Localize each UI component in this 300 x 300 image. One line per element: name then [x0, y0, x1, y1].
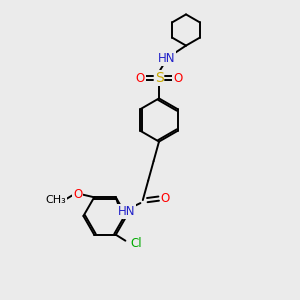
Text: CH₃: CH₃ [46, 195, 67, 205]
Text: HN: HN [158, 52, 175, 65]
Text: HN: HN [118, 205, 135, 218]
Text: Cl: Cl [130, 237, 142, 250]
Text: O: O [136, 71, 145, 85]
Text: S: S [154, 71, 164, 85]
Text: O: O [173, 71, 182, 85]
Text: O: O [161, 192, 170, 205]
Text: O: O [73, 188, 82, 201]
